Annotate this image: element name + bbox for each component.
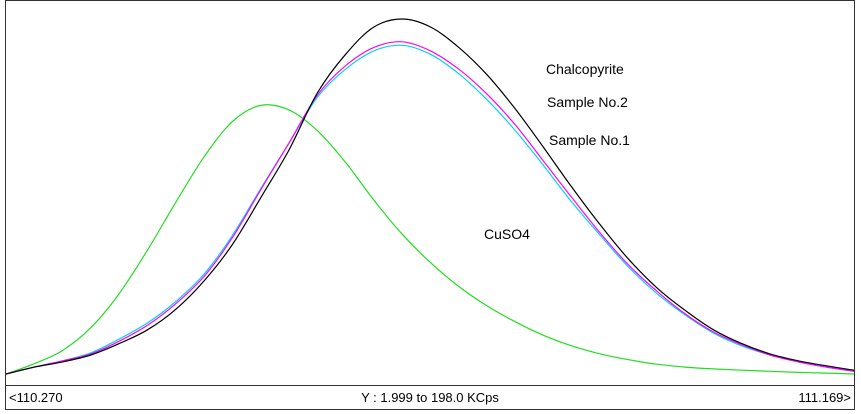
chart-plot: Chalcopyrite Sample No.2 Sample No.1 CuS… — [6, 18, 854, 375]
y-range-label: Y : 1.999 to 198.0 KCps — [361, 390, 499, 405]
status-bar: <110.270 Y : 1.999 to 198.0 KCps 111.169… — [6, 385, 854, 409]
series-line-sample-no-1 — [6, 44, 854, 375]
series-line-cuso4 — [6, 104, 854, 375]
series-label-cuso4: CuSO4 — [484, 226, 530, 242]
x-min-label: <110.270 — [9, 390, 63, 405]
series-line-sample-no-2 — [6, 41, 854, 375]
series-label-chalcopyrite: Chalcopyrite — [546, 61, 624, 77]
series-line-chalcopyrite — [6, 18, 854, 375]
chart-frame: Chalcopyrite Sample No.2 Sample No.1 CuS… — [5, 0, 855, 410]
series-layer — [6, 18, 854, 375]
series-label-sample-no2: Sample No.2 — [547, 94, 628, 110]
series-label-sample-no1: Sample No.1 — [549, 132, 630, 148]
x-max-label: 111.169> — [798, 390, 851, 405]
